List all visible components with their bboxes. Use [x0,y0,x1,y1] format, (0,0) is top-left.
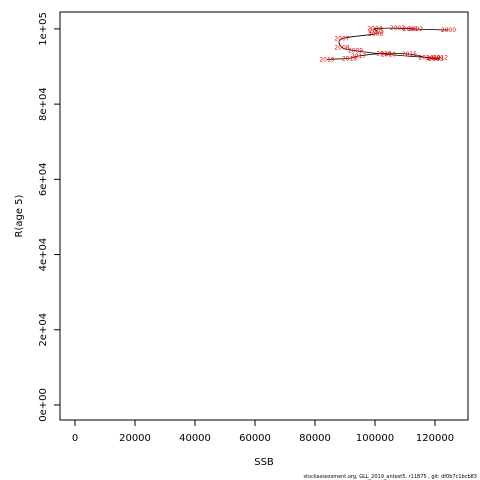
point-label: 2014 [418,55,433,62]
series-line-group [326,27,449,60]
x-tick-label: 0 [72,433,78,444]
point-label: 2000 [441,27,456,34]
point-label: 2012 [433,55,448,62]
x-axis-label: SSB [254,457,274,468]
point-label: 2001 [403,26,418,33]
y-tick-label: 0e+00 [38,388,49,422]
x-tick-label: 120000 [416,433,454,444]
point-label: 2006 [368,31,383,38]
x-tick-label: 60000 [239,433,271,444]
point-label: 2005 [369,28,384,35]
y-axis-label: R(age 5) [14,194,25,237]
point-label: 2015 [402,51,417,58]
x-tick-label: 20000 [119,433,151,444]
x-tick-label: 100000 [356,433,394,444]
y-tick-label: 2e+04 [38,313,49,347]
point-label: 2009 [348,48,363,55]
point-label: 2013 [428,56,443,63]
point-label: 2008 [334,44,349,51]
footer-text: stockassessment.org, GLL_2019_antest5, r… [303,474,477,480]
point-label: 2017 [351,53,366,60]
point-label: 2002 [408,26,423,33]
y-tick-label: 6e+04 [38,163,49,197]
y-tick-label: 8e+04 [38,87,49,121]
point-label: 2019 [319,56,334,63]
point-label: 2011 [426,55,441,62]
ssb-recruitment-line [326,27,449,60]
plot-frame [59,11,469,421]
x-tick-label: 40000 [179,433,211,444]
point-label: 2003 [390,25,405,32]
point-label: 2018 [342,55,357,62]
point-label: 2004 [367,26,382,33]
y-tick-label: 4e+04 [38,238,49,272]
x-axis: 0 20000 40000 60000 80000 100000 120000 [72,419,454,444]
x-tick-label: 80000 [299,433,331,444]
y-axis: 0e+00 2e+04 4e+04 6e+04 8e+04 1e+05 [38,12,61,422]
y-tick-label: 1e+05 [38,12,49,46]
point-label: 2016 [376,50,391,57]
point-label: 2010 [381,51,396,58]
point-label: 2007 [334,36,349,43]
